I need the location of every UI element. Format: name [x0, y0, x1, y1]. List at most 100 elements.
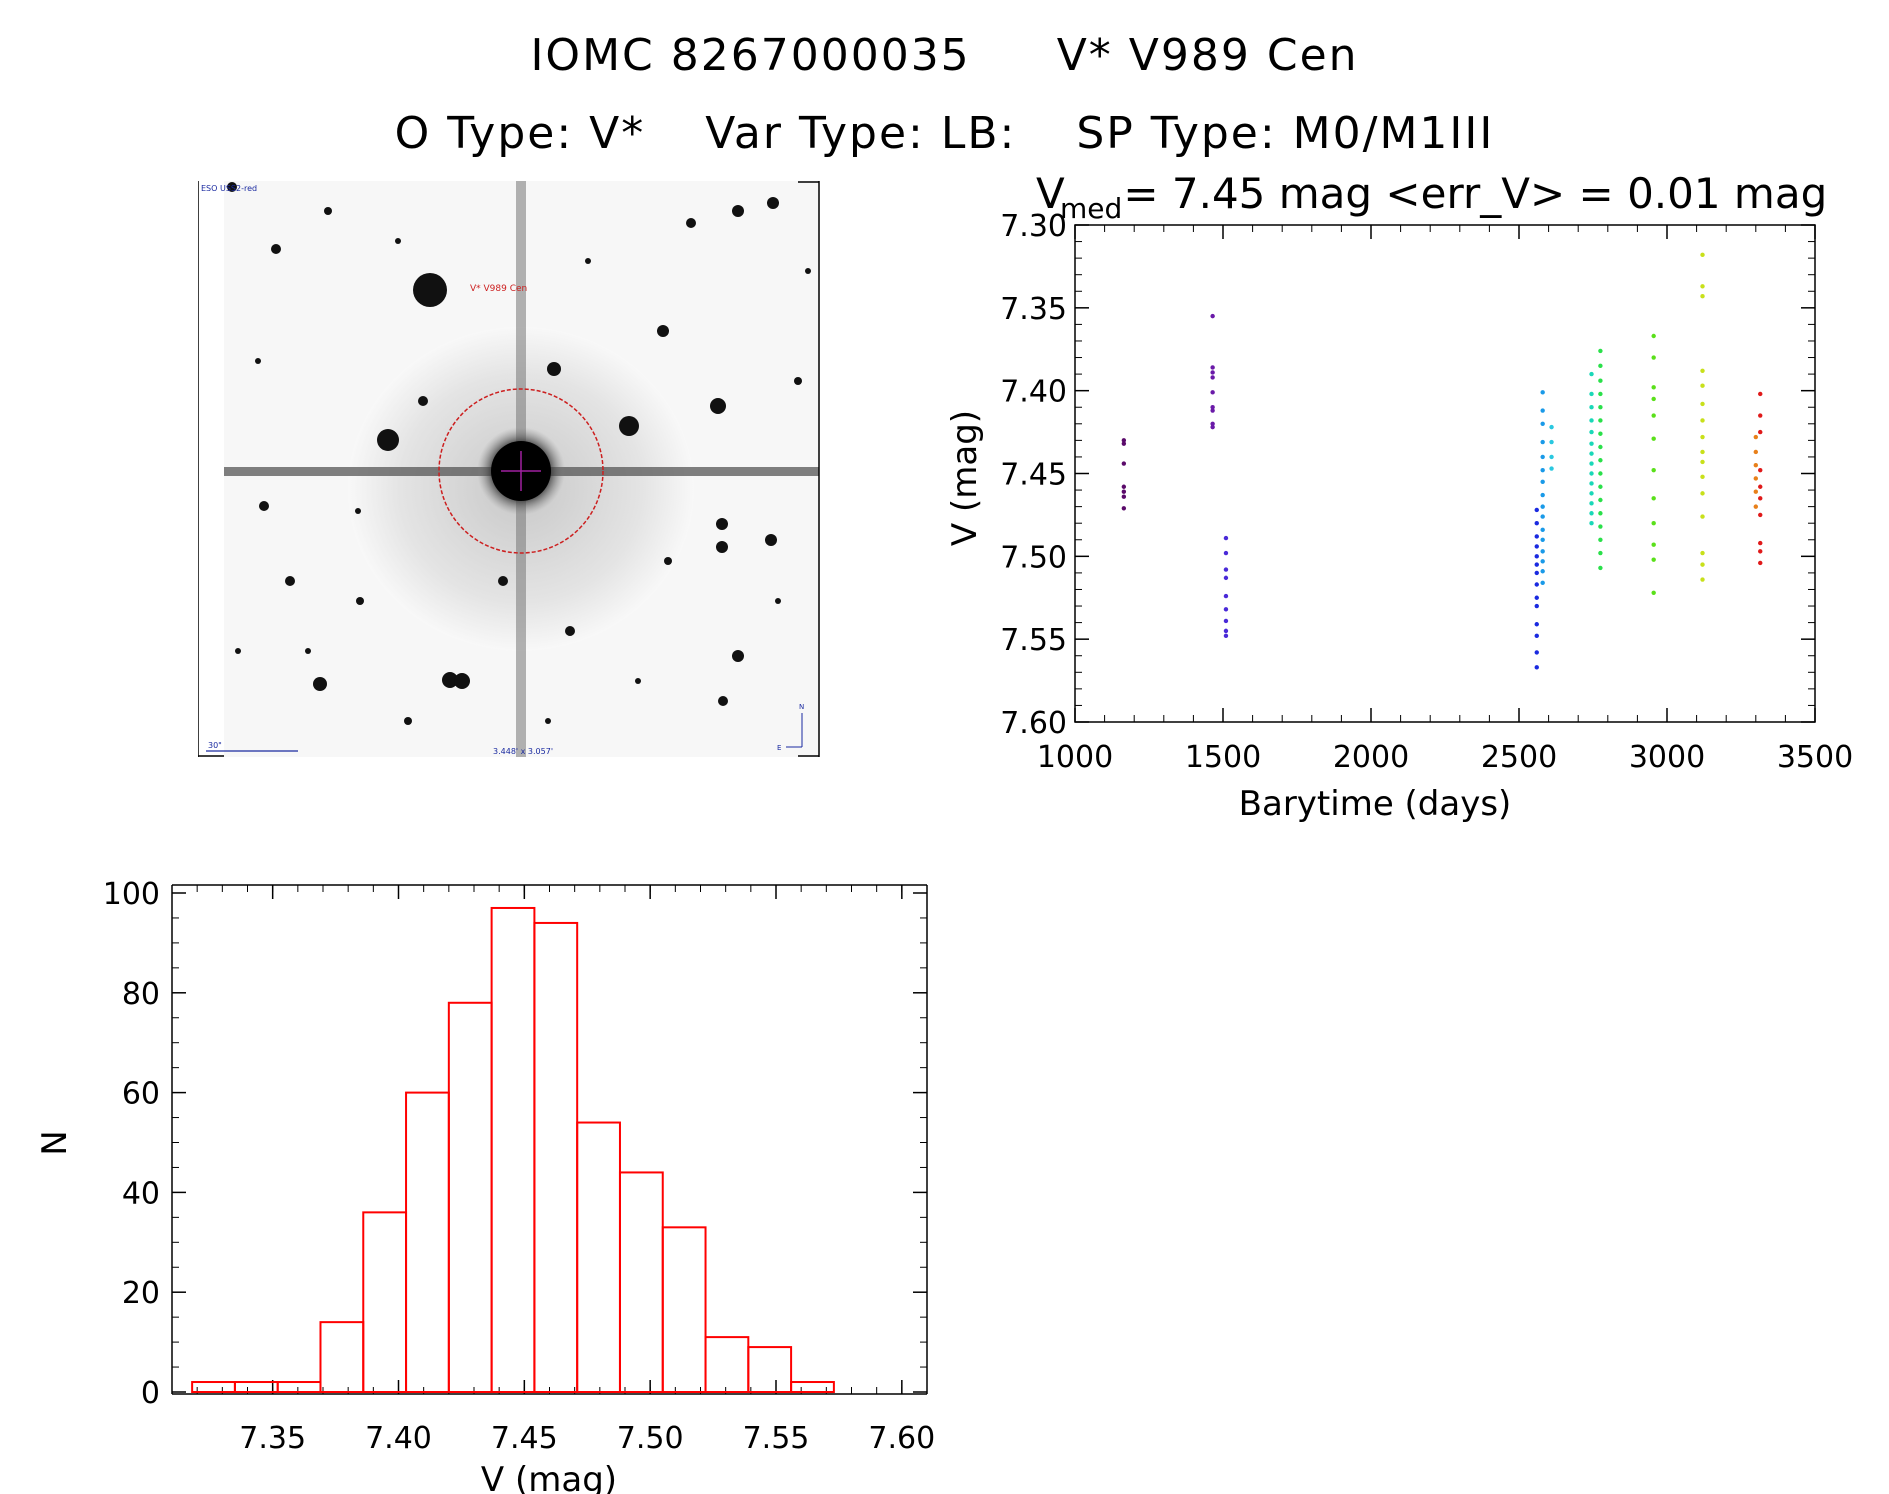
histogram-bar [790, 1381, 835, 1394]
histogram-bar [747, 1346, 793, 1393]
light-curve-data-point [1753, 504, 1759, 509]
scale-bar-label: 30" [208, 741, 222, 750]
light-curve-data-point [1534, 603, 1539, 609]
light-curve-data-point [1589, 461, 1594, 466]
field-star [285, 576, 295, 586]
light-curve-data-point [1651, 436, 1656, 441]
light-curve-data-point [1223, 567, 1229, 572]
light-curve-data-point [1651, 557, 1656, 562]
field-star [805, 268, 811, 274]
field-star [313, 677, 327, 691]
light-curve-data-point [1540, 549, 1545, 554]
light-curve-title-prefix: V [1036, 169, 1065, 218]
light-curve-data-point [1589, 429, 1594, 435]
object-id: IOMC 8267000035 [530, 30, 971, 81]
field-star [619, 416, 639, 436]
light-curve-data-point [1589, 441, 1594, 446]
light-curve-x-axis-label: Barytime (days) [1239, 784, 1512, 824]
light-curve-data-point [1540, 467, 1545, 473]
light-curve-data-point [1121, 489, 1127, 494]
light-curve-data-point [1753, 434, 1759, 440]
light-curve-title-suffix: = 7.45 mag <err_V> = 0.01 mag [1110, 169, 1827, 218]
light-curve-data-point [1753, 449, 1759, 455]
light-curve-data-point [1589, 501, 1594, 506]
light-curve-data-point [1598, 484, 1603, 489]
light-curve-chart: V med = 7.45 mag <err_V> = 0.01 mag 1000… [945, 169, 1853, 824]
light-curve-data-point [1589, 451, 1594, 456]
light-curve-data-point [1589, 521, 1594, 526]
field-star [271, 244, 281, 254]
light-curve-data-point [1210, 370, 1215, 375]
light-curve-data-point [1598, 497, 1603, 503]
light-curve-data-point [1121, 461, 1127, 466]
light-curve-data-point [1598, 511, 1603, 516]
light-curve-data-point [1651, 385, 1656, 390]
light-curve-data-point [1651, 413, 1656, 418]
light-curve-data-point [1223, 575, 1229, 581]
light-curve-data-point [1223, 607, 1229, 612]
light-curve-title-subscript: med [1060, 192, 1122, 225]
light-curve-data-point [1589, 391, 1594, 397]
light-curve-data-point [1598, 524, 1603, 529]
light-curve-data-point [1121, 506, 1127, 511]
finder-chart-image: ESO USS2-red V* V989 Cen 30" 3.448' x 3.… [198, 181, 846, 757]
light-curve-data-point [1549, 454, 1554, 460]
histogram-y-tick-label: 100 [103, 877, 160, 912]
histogram-y-tick-label: 0 [141, 1376, 160, 1411]
light-curve-data-point [1540, 421, 1545, 426]
light-curve-data-point [1700, 459, 1705, 465]
light-curve-data-point [1549, 439, 1554, 445]
light-curve-data-point [1534, 665, 1539, 670]
light-curve-data-point [1223, 618, 1229, 624]
histogram-bar [276, 1381, 322, 1394]
light-curve-data-point [1651, 590, 1656, 595]
light-curve-x-tick-label: 3500 [1777, 740, 1853, 775]
field-star [732, 205, 744, 217]
light-curve-data-point [1549, 424, 1554, 430]
histogram-bar [704, 1336, 750, 1393]
histogram-bar [447, 1001, 493, 1394]
histogram-y-tick-label: 20 [122, 1276, 160, 1311]
field-star [356, 597, 364, 605]
light-curve-x-tick-label: 2500 [1481, 740, 1557, 775]
light-curve-data-point [1534, 562, 1539, 567]
histogram-bar [576, 1121, 621, 1394]
light-curve-data-point [1223, 633, 1229, 639]
light-curve-data-point [1121, 441, 1127, 446]
light-curve-data-point [1121, 438, 1127, 443]
variability-type: Var Type: LB: [705, 108, 1017, 159]
light-curve-data-point [1700, 401, 1705, 407]
field-star [565, 626, 575, 636]
light-curve-data-point [1540, 559, 1545, 564]
light-curve-data-point [1540, 479, 1545, 484]
field-star [255, 358, 261, 364]
histogram-x-axis-label: V (mag) [481, 1460, 617, 1494]
histogram-bar [405, 1091, 450, 1393]
light-curve-data-point [1700, 252, 1705, 258]
field-star [710, 398, 726, 414]
light-curve-data-point [1589, 471, 1594, 476]
light-curve-data-point [1540, 408, 1545, 413]
field-star [718, 696, 728, 706]
target-aperture-circle [438, 388, 604, 554]
light-curve-data-point [1589, 491, 1594, 496]
histogram-bar [233, 1381, 279, 1394]
light-curve-data-point [1589, 418, 1594, 423]
field-star [767, 197, 779, 209]
histogram-bar [319, 1321, 365, 1394]
light-curve-data-point [1540, 527, 1545, 533]
light-curve-data-point [1700, 294, 1705, 299]
field-star [355, 508, 361, 514]
light-curve-data-point [1758, 549, 1763, 554]
light-curve-data-point [1589, 511, 1594, 516]
light-curve-data-point [1700, 550, 1705, 556]
light-curve-data-point [1651, 467, 1656, 473]
light-curve-data-point [1753, 489, 1759, 494]
field-star [547, 362, 561, 376]
light-curve-x-tick-label: 1000 [1037, 740, 1113, 775]
light-curve-data-point [1758, 413, 1763, 418]
light-curve-data-point [1598, 565, 1603, 571]
light-curve-data-point [1534, 544, 1539, 549]
histogram-y-tick-label: 40 [122, 1176, 160, 1211]
